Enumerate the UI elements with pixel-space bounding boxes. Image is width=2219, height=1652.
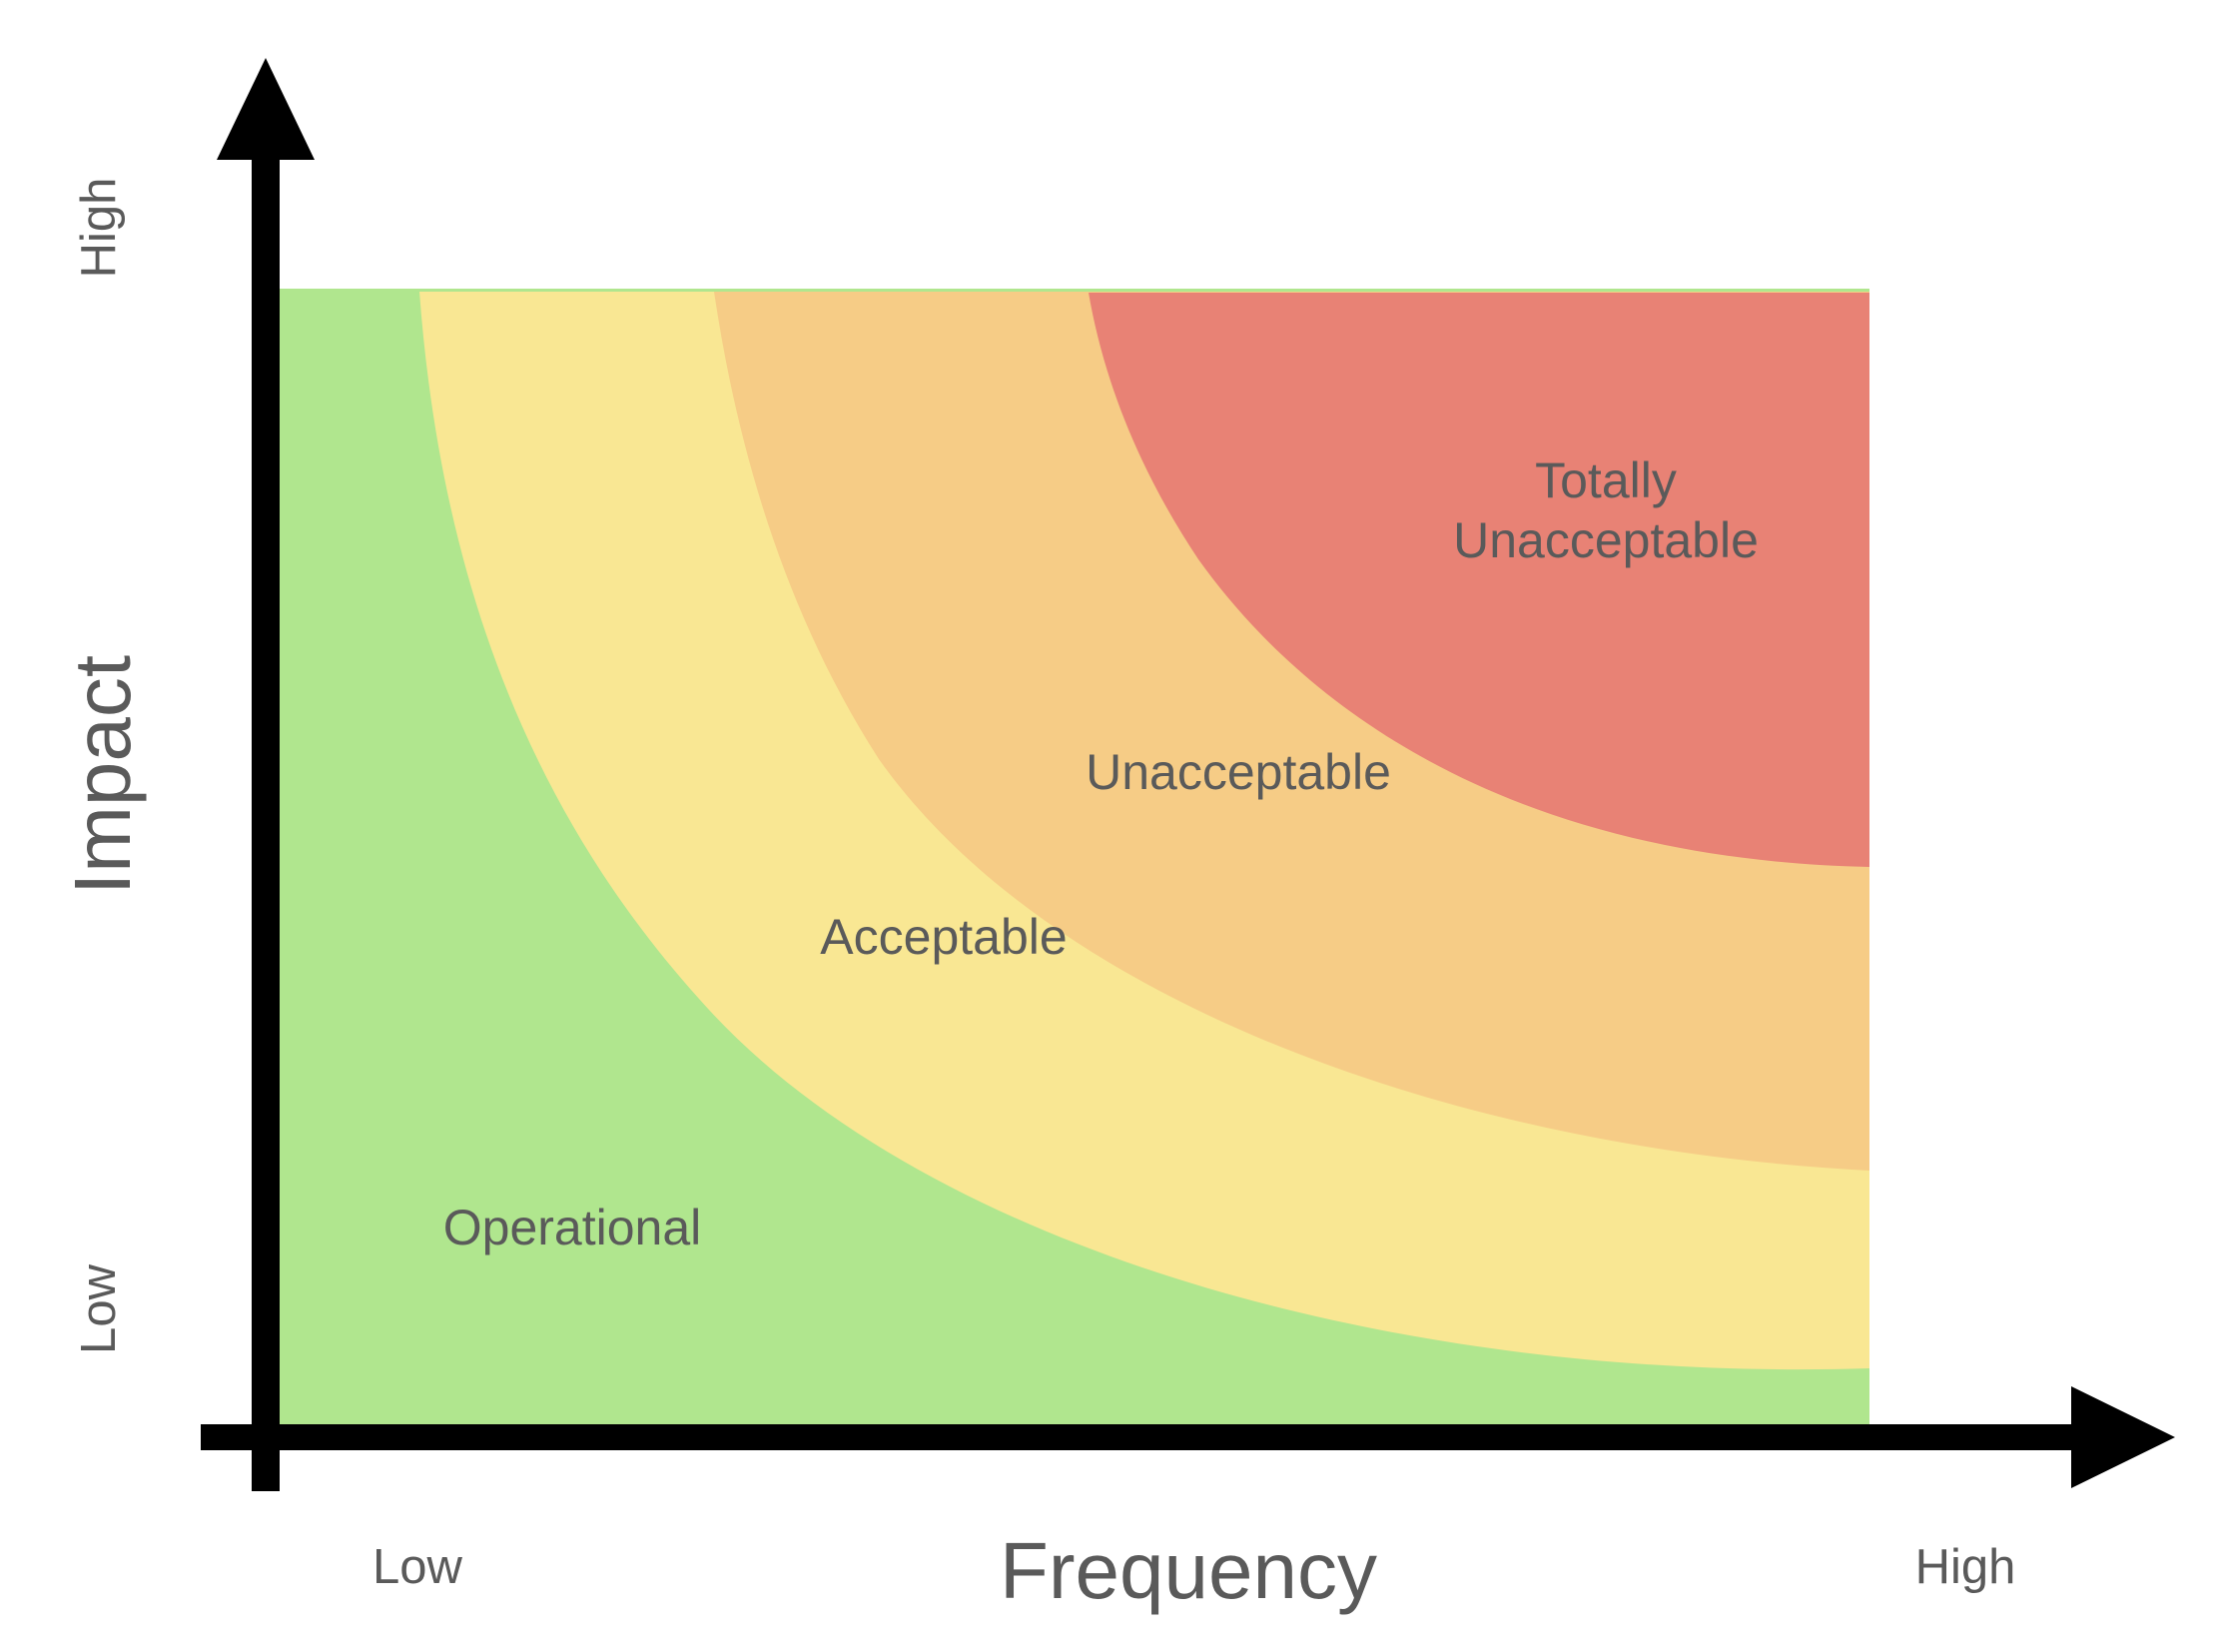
zone-totally-unacceptable	[1089, 293, 1869, 867]
y-axis-title: Impact	[58, 655, 147, 895]
x-axis-line	[201, 1424, 2078, 1450]
x-axis-title: Frequency	[1000, 1526, 1377, 1615]
y-axis-low-label: Low	[72, 1263, 126, 1354]
zone-label-acceptable: Acceptable	[820, 909, 1067, 965]
x-axis-arrowhead	[2071, 1386, 2175, 1488]
y-axis-line	[252, 155, 280, 1491]
zone-label-unacceptable: Unacceptable	[1086, 744, 1391, 800]
zone-label-operational: Operational	[443, 1200, 702, 1255]
y-axis-high-label: High	[72, 178, 126, 279]
x-axis-high-label: High	[1915, 1540, 2016, 1594]
y-axis-arrowhead	[217, 58, 315, 160]
x-axis-low-label: Low	[372, 1540, 463, 1594]
zone-label-totally-line2: Unacceptable	[1453, 512, 1759, 568]
zone-label-totally-line1: Totally	[1535, 452, 1677, 508]
